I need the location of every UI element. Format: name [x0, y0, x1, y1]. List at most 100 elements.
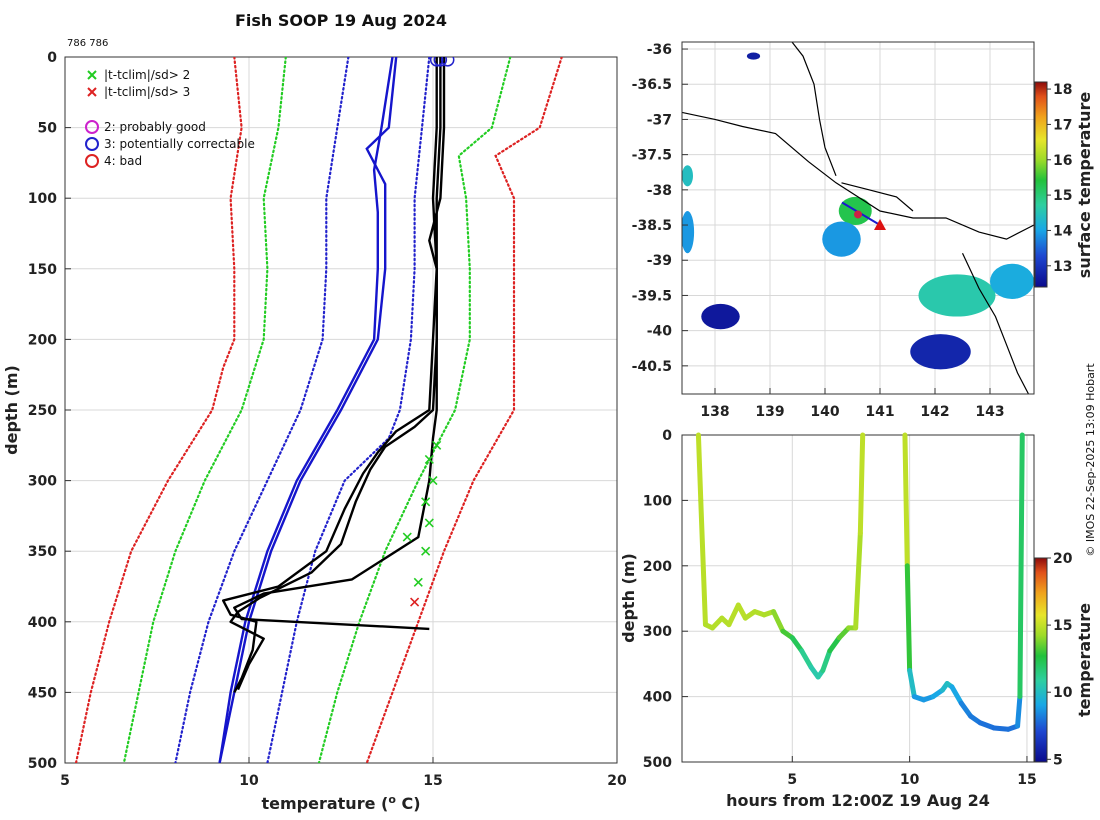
sst-map: 138 139 140 141 142 143 -36 -36.5 -37 -37.5 -38 -3… [632, 41, 1094, 420]
y-tick-label: 150 [28, 262, 57, 278]
climatology-dotted-line [174, 57, 350, 763]
ts-x-tick-label: 15 [1017, 772, 1036, 788]
qc-flag-marker [432, 440, 442, 450]
ts-temperature-segment [820, 648, 833, 673]
ts-temperature-segment [977, 720, 997, 731]
y-tick-label: 350 [28, 544, 57, 560]
climatology-dotted-line [365, 57, 563, 763]
map-y-tick-label: -40 [647, 324, 673, 340]
ts-y-tick-label: 300 [643, 624, 672, 640]
climatology-dotted-line [317, 57, 512, 763]
map-colorbar [1034, 81, 1048, 288]
qc-flag-marker [424, 454, 434, 464]
ts-temperature-segment [1015, 694, 1023, 729]
y-tick-label: 400 [28, 615, 57, 631]
qc-flag-marker [402, 532, 412, 542]
sst-patch [682, 210, 695, 254]
ts-temperature-segment [1017, 432, 1025, 700]
map-x-tick-label: 140 [810, 404, 839, 420]
y-tick-label: 200 [28, 332, 57, 348]
ts-y-tick-label: 200 [643, 559, 672, 575]
sst-patch [910, 334, 971, 370]
credit-text: © IMOS 22-Sep-2025 13:09 Hobart [1084, 363, 1097, 557]
chart-title: Fish SOOP 19 Aug 2024 [235, 11, 447, 30]
ts-x-tick-label: 5 [787, 772, 797, 788]
ts-y-axis-label: depth (m) [619, 553, 638, 643]
qc-flag-circle [433, 57, 448, 67]
map-y-tick-label: -39 [647, 253, 672, 269]
map-y-tick-label: -37 [647, 112, 672, 128]
legend-label: |t-tclim|/sd> 2 [104, 68, 190, 82]
legend-label: |t-tclim|/sd> 3 [104, 85, 190, 99]
map-frame [681, 41, 1035, 395]
legend-circle-marker [85, 137, 99, 151]
coastline [961, 252, 1030, 394]
ts-colorbar-label: temperature [1075, 603, 1094, 717]
map-y-tick-label: -36.5 [632, 77, 672, 93]
legend-circle-marker [85, 120, 99, 134]
ts-x-tick-label: 10 [900, 772, 920, 788]
ts-temperature-segment [789, 635, 805, 654]
x-tick-label: 5 [60, 773, 70, 789]
ts-colorbar-tick-label: 20 [1053, 551, 1073, 567]
ts-y-tick-label: 500 [643, 755, 672, 771]
ts-temperature-segment [698, 497, 708, 628]
sst-patch [701, 303, 740, 330]
coastline [791, 42, 837, 177]
map-x-tick-label: 141 [865, 404, 894, 420]
map-y-tick-label: -37.5 [632, 148, 672, 164]
y-tick-label: 300 [28, 474, 57, 490]
y-tick-label: 50 [38, 121, 58, 137]
qc-flag-marker [421, 497, 431, 507]
sst-patch [990, 263, 1034, 299]
cast-id-label: 786 786 [67, 38, 108, 49]
y-tick-label: 0 [47, 50, 57, 66]
climatology-solid-line [218, 57, 398, 763]
map-y-tick-label: -40.5 [632, 359, 672, 375]
sst-patch [746, 52, 761, 60]
depth-time-plot: 5 10 15 0 100 200 300 400 500 hours from 12:00Z… [619, 428, 1094, 810]
ts-temperature-segment [902, 432, 910, 569]
x-tick-label: 15 [423, 773, 442, 789]
map-y-tick-label: -39.5 [632, 288, 672, 304]
x-tick-label: 20 [607, 773, 627, 789]
ts-temperature-segment [726, 602, 741, 628]
ts-temperature-segment [771, 609, 786, 634]
map-y-tick-label: -36 [647, 42, 672, 58]
qc-flag-marker [413, 577, 423, 587]
climatology-solid-line [218, 57, 394, 763]
legend-x-marker [87, 87, 97, 97]
ts-colorbar-tick-label: 15 [1053, 618, 1072, 634]
map-colorbar-tick-label: 14 [1053, 223, 1073, 239]
sst-patch [682, 165, 693, 187]
ts-colorbar [1034, 557, 1048, 763]
temperature-profile-line [233, 57, 446, 631]
ts-colorbar-tick-label: 5 [1053, 752, 1063, 768]
map-x-tick-label: 138 [700, 404, 729, 420]
climatology-dotted-line [266, 57, 431, 763]
coastline [682, 111, 1034, 240]
map-colorbar-label: surface temperature [1075, 92, 1094, 279]
legend-label: 4: bad [104, 154, 142, 168]
qc-flag-circle [429, 57, 444, 67]
track-end-marker [874, 219, 886, 231]
ts-temperature-segment [857, 432, 866, 536]
ts-temperature-segment [695, 432, 704, 503]
ts-temperature-segment [907, 667, 917, 700]
map-colorbar-tick-label: 13 [1053, 259, 1072, 275]
y-axis-label: depth (m) [2, 365, 21, 455]
ts-temperature-segment [958, 700, 974, 719]
climatology-dotted-line [122, 57, 287, 763]
map-y-tick-label: -38.5 [632, 218, 672, 234]
y-tick-label: 250 [28, 403, 57, 419]
ts-y-tick-label: 400 [643, 690, 672, 706]
y-tick-label: 450 [28, 685, 57, 701]
ts-y-tick-label: 0 [662, 428, 672, 444]
qc-flag-marker [428, 476, 438, 486]
ts-colorbar-tick-label: 10 [1053, 685, 1073, 701]
legend-label: 3: potentially correctable [104, 137, 255, 151]
ts-temperature-segment [853, 530, 863, 631]
map-x-tick-label: 143 [975, 404, 1004, 420]
legend: |t-tclim|/sd> 2 |t-tclim|/sd> 3 2: probabl… [85, 68, 255, 168]
